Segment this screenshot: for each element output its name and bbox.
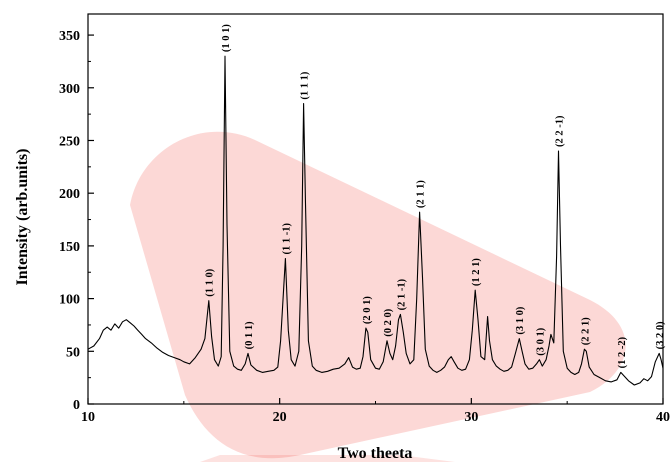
- y-tick-label: 50: [66, 345, 80, 360]
- y-tick-label: 300: [59, 82, 80, 97]
- peak-label: (1 1 0): [205, 268, 216, 296]
- y-tick-label: 350: [59, 29, 80, 44]
- peak-label: (2 1 -1): [396, 278, 407, 310]
- peak-labels-group: (1 1 0) (1 0 1) (0 1 1) (1 1 -1) (1 1 1) (2 0…: [205, 24, 666, 369]
- x-tick-label: 20: [273, 410, 287, 425]
- peak-label: (0 1 1): [244, 321, 255, 349]
- y-tick-label: 0: [73, 398, 80, 413]
- y-tick-label: 200: [59, 187, 80, 202]
- peak-label: (2 0 1): [362, 296, 373, 324]
- peak-label: (1 1 1): [300, 71, 311, 99]
- x-tick-label: 40: [656, 410, 670, 425]
- x-tick-label: 30: [464, 410, 478, 425]
- watermark-triangle: [130, 131, 626, 459]
- y-tick-label: 250: [59, 134, 80, 149]
- peak-label: (2 1 1): [416, 180, 427, 208]
- y-tick-label: 100: [59, 293, 80, 308]
- axes-group: 10 20 30 40 0 50 100 150 200 250 300 350: [59, 13, 670, 425]
- plot-frame: [87, 13, 664, 405]
- xrd-pattern-line: [87, 55, 664, 386]
- peak-label: (3 2 0): [655, 321, 666, 349]
- curve-group: [87, 55, 664, 386]
- watermark-band: [200, 455, 455, 462]
- y-axis-title: Intensity (arb.units): [14, 149, 31, 286]
- peak-label: (1 0 1): [221, 24, 232, 52]
- peak-label: (3 0 1): [535, 327, 546, 355]
- peak-label: (1 2 1): [471, 258, 482, 286]
- peak-label: (1 1 -1): [281, 223, 292, 255]
- peak-label: (3 1 0): [515, 306, 526, 334]
- peak-label: (1 2 -2): [617, 336, 628, 368]
- peak-label: (2 2 1): [580, 317, 591, 345]
- x-axis-title: Two theeta: [338, 445, 413, 462]
- peak-label: (0 2 0): [383, 308, 394, 336]
- peak-label: (2 2 -1): [555, 115, 566, 147]
- x-tick-label: 10: [81, 410, 95, 425]
- y-tick-label: 150: [59, 240, 80, 255]
